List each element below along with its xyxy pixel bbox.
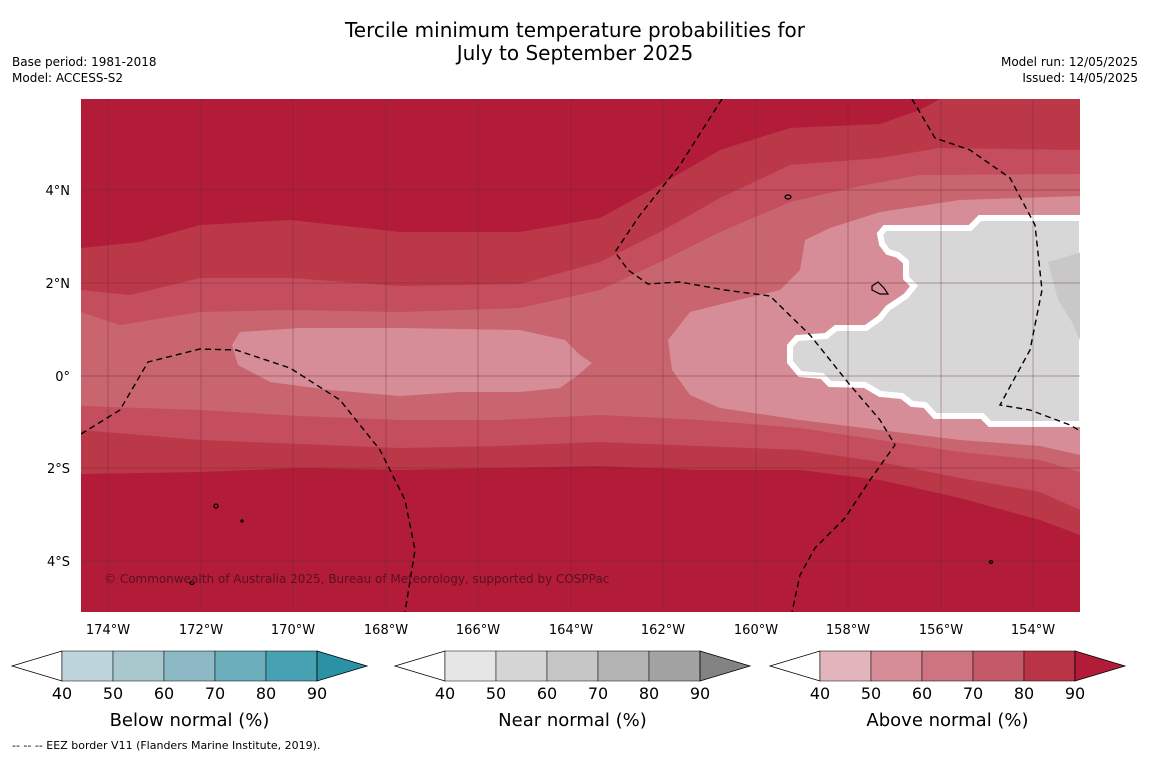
islands (189, 194, 994, 586)
lon-label: 168°W (364, 623, 408, 638)
lat-label: 0° (55, 370, 70, 385)
colorbar-segment (214, 650, 267, 682)
colorbar-segment (870, 650, 923, 682)
chart-title: Tercile minimum temperature probabilitie… (0, 19, 1150, 65)
graticule (81, 99, 1080, 612)
colorbar-segment (495, 650, 548, 682)
issued-date: Issued: 14/05/2025 (1022, 71, 1138, 85)
colorbar-near: 40 50 60 70 80 90 Near normal (%) (393, 650, 752, 731)
copyright-text: © Commonwealth of Australia 2025, Bureau… (104, 572, 609, 586)
colorbar-high-arrow (699, 650, 752, 682)
colorbar-segment (648, 650, 701, 682)
colorbar-tick-label: 70 (205, 684, 225, 703)
lat-label: 2°N (46, 277, 71, 292)
near-60-70-zone (1048, 252, 1080, 341)
colorbar-low-arrow (768, 650, 821, 682)
lat-labels: 4°N 2°N 0° 2°S 4°S (46, 184, 71, 570)
lat-label: 4°S (47, 555, 70, 570)
colorbar-segment (61, 650, 114, 682)
lon-label: 166°W (456, 623, 500, 638)
title-line-1: Tercile minimum temperature probabilitie… (344, 18, 806, 42)
lon-label: 162°W (641, 623, 685, 638)
colorbar-tick-label: 70 (963, 684, 983, 703)
lon-label: 172°W (179, 623, 223, 638)
colorbar-title: Below normal (%) (110, 710, 270, 731)
colorbar-tick-label: 90 (690, 684, 710, 703)
model-name: Model: ACCESS-S2 (12, 71, 124, 85)
lon-label: 156°W (919, 623, 963, 638)
lat-label: 4°N (46, 184, 71, 199)
lon-label: 170°W (271, 623, 315, 638)
colorbar-tick-label: 60 (537, 684, 557, 703)
colorbar-segment (819, 650, 872, 682)
colorbar-tick-label: 50 (861, 684, 881, 703)
title-line-2: July to September 2025 (456, 41, 694, 65)
lon-labels: 174°W 172°W 170°W 168°W 166°W 164°W 162°… (86, 623, 1055, 638)
colorbar-segment (546, 650, 599, 682)
eez-borders (81, 99, 1080, 612)
base-period: Base period: 1981-2018 (12, 55, 157, 69)
colorbar-high-arrow (316, 650, 369, 682)
colorbar-segment (597, 650, 650, 682)
lat-label: 2°S (47, 462, 70, 477)
colorbar-tick-label: 60 (154, 684, 174, 703)
colorbar-above: 40 50 60 70 80 90 Above normal (%) (768, 650, 1127, 731)
probability-map: © Commonwealth of Australia 2025, Bureau… (10, 99, 1127, 731)
above-50-60-zone-west (232, 328, 592, 396)
colorbar-segment (972, 650, 1025, 682)
lon-label: 158°W (826, 623, 870, 638)
lon-label: 154°W (1011, 623, 1055, 638)
colorbar-segment (163, 650, 216, 682)
colorbar-segment (1023, 650, 1076, 682)
colorbar-low-arrow (10, 650, 63, 682)
colorbar-segment (921, 650, 974, 682)
colorbar-tick-label: 80 (1014, 684, 1034, 703)
model-run: Model run: 12/05/2025 (1000, 55, 1138, 69)
colorbar-tick-label: 80 (256, 684, 276, 703)
meta-left: Base period: 1981-2018 Model: ACCESS-S2 (12, 54, 157, 86)
lon-label: 160°W (734, 623, 778, 638)
colorbar-low-arrow (393, 650, 446, 682)
colorbar-segment (112, 650, 165, 682)
colorbar-tick-label: 70 (588, 684, 608, 703)
lon-label: 174°W (86, 623, 130, 638)
colorbar-segment (265, 650, 318, 682)
near-normal-zone (787, 215, 1080, 427)
meta-right: Model run: 12/05/2025 Issued: 14/05/2025 (1001, 54, 1138, 86)
colorbar-segment (444, 650, 497, 682)
eez-footnote: -- -- -- EEZ border V11 (Flanders Marine… (12, 739, 321, 752)
colorbar-title: Above normal (%) (866, 710, 1028, 731)
colorbar-tick-label: 90 (307, 684, 327, 703)
colorbar-tick-label: 40 (810, 684, 830, 703)
lon-label: 164°W (549, 623, 593, 638)
colorbar-tick-label: 80 (639, 684, 659, 703)
colorbar-tick-label: 50 (103, 684, 123, 703)
colorbar-title: Near normal (%) (498, 710, 647, 731)
colorbar-tick-label: 40 (52, 684, 72, 703)
colorbar-tick-label: 40 (435, 684, 455, 703)
colorbar-tick-label: 60 (912, 684, 932, 703)
colorbar-tick-label: 50 (486, 684, 506, 703)
colorbar-tick-label: 90 (1065, 684, 1085, 703)
map-area: © Commonwealth of Australia 2025, Bureau… (81, 99, 1080, 612)
colorbar-below: 40 50 60 70 80 90 Below normal (%) (10, 650, 369, 731)
colorbar-high-arrow (1074, 650, 1127, 682)
